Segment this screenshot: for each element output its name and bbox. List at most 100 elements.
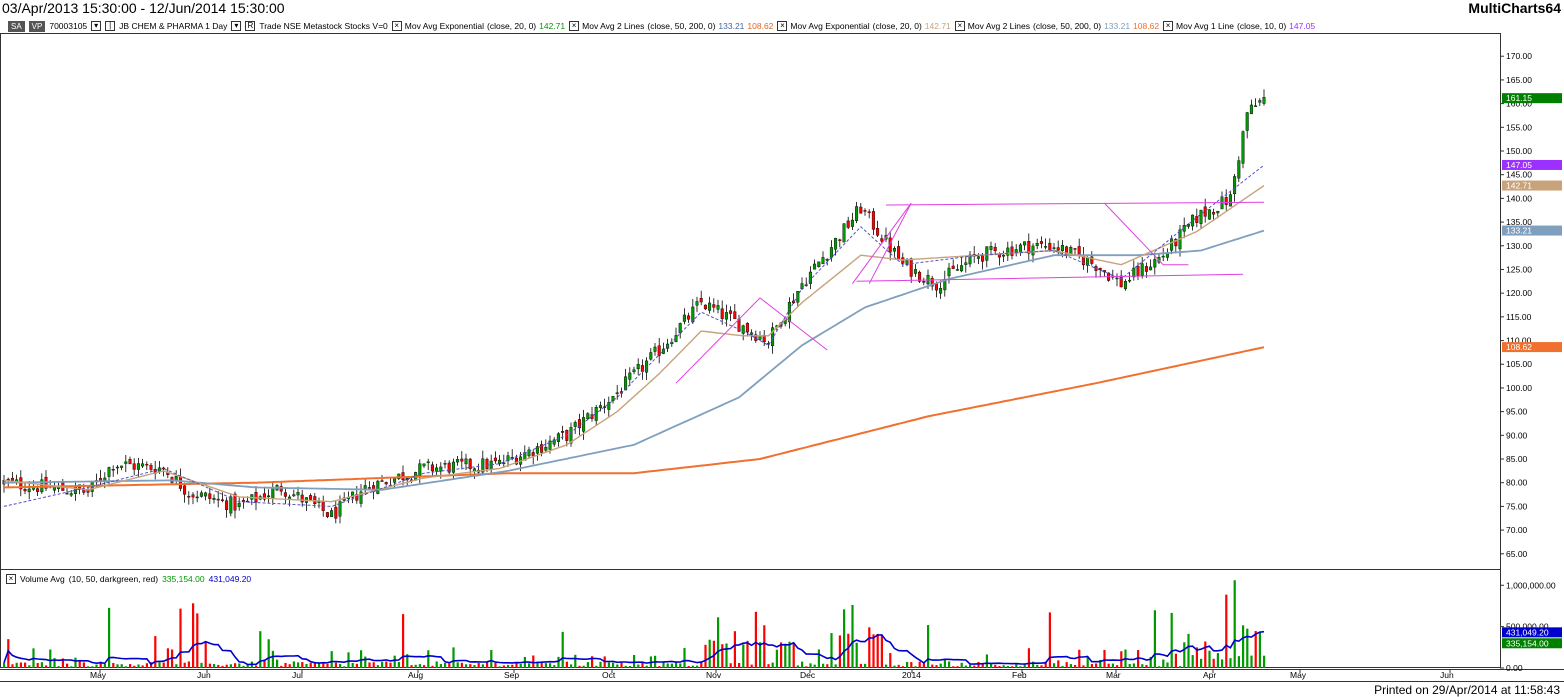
price-tick-label: 170.00 bbox=[1506, 51, 1532, 61]
candle-body bbox=[540, 444, 544, 453]
volume-bar bbox=[347, 652, 350, 668]
volume-bar bbox=[691, 665, 694, 668]
candle-body bbox=[1098, 267, 1102, 270]
volume-bar bbox=[511, 664, 514, 668]
indicator-ema20-b[interactable]: × Mov Avg Exponential (close, 20, 0) 142… bbox=[777, 21, 951, 31]
volume-bar bbox=[66, 663, 69, 668]
volume-bar bbox=[973, 665, 976, 668]
volume-bar bbox=[742, 644, 745, 668]
price-tick-label: 85.00 bbox=[1506, 454, 1528, 464]
close-icon[interactable]: × bbox=[777, 21, 788, 31]
date-range: 03/Apr/2013 15:30:00 - 12/Jun/2014 15:30… bbox=[2, 0, 285, 16]
volume-bar bbox=[40, 662, 43, 668]
price-tick-label: 70.00 bbox=[1506, 525, 1528, 535]
app-name: MultiCharts64 bbox=[1468, 0, 1561, 16]
candle-body bbox=[401, 472, 405, 481]
candle-body bbox=[1170, 238, 1174, 251]
month-label: Dec bbox=[800, 670, 816, 680]
month-label: May bbox=[1290, 670, 1307, 680]
vp-tag[interactable]: VP bbox=[28, 20, 46, 32]
volume-bar bbox=[1195, 647, 1198, 668]
candle-body bbox=[1254, 105, 1258, 108]
volume-bar bbox=[998, 665, 1001, 668]
volume-bar bbox=[242, 665, 245, 668]
close-icon[interactable]: × bbox=[6, 574, 16, 584]
sa-tag[interactable]: SA bbox=[8, 20, 25, 32]
price-tick-label: 75.00 bbox=[1506, 501, 1528, 511]
dropdown-icon[interactable]: ▾ bbox=[91, 21, 102, 31]
volume-bar bbox=[872, 634, 875, 668]
indicator-ma2lines[interactable]: × Mov Avg 2 Lines (close, 50, 200, 0) 13… bbox=[569, 21, 773, 31]
month-label: Sep bbox=[504, 670, 519, 680]
candle-body bbox=[1262, 97, 1266, 104]
candle-body bbox=[628, 372, 632, 380]
candle-body bbox=[493, 457, 497, 462]
volume-bar bbox=[675, 661, 678, 668]
price-marker bbox=[1502, 342, 1562, 353]
close-icon[interactable]: × bbox=[569, 21, 580, 31]
volume-bar bbox=[133, 665, 136, 668]
candle-body bbox=[1199, 209, 1203, 224]
indicator-ma2lines-b[interactable]: × Mov Avg 2 Lines (close, 50, 200, 0) 13… bbox=[954, 21, 1159, 31]
volume-bar bbox=[931, 664, 934, 668]
resolution-icon[interactable]: R bbox=[245, 21, 256, 31]
candle-body bbox=[859, 206, 863, 214]
indicator-ema20[interactable]: × Mov Avg Exponential (close, 20, 0) 142… bbox=[391, 21, 565, 31]
candle-body bbox=[334, 506, 338, 519]
volume-bar bbox=[1103, 649, 1106, 668]
volume-bar bbox=[599, 661, 602, 668]
volume-bar bbox=[1061, 665, 1064, 668]
volume-bar bbox=[1250, 655, 1253, 668]
volume-bar bbox=[754, 611, 757, 668]
volume-bar bbox=[969, 664, 972, 668]
volume-bar bbox=[53, 658, 56, 668]
volume-bar bbox=[700, 661, 703, 668]
volume-bar bbox=[7, 639, 10, 668]
candle-body bbox=[1161, 255, 1165, 258]
volume-bar bbox=[897, 664, 900, 668]
candle-body bbox=[1191, 214, 1195, 227]
volume-bar bbox=[1111, 663, 1114, 668]
volume-bar bbox=[376, 665, 379, 668]
dropdown-icon[interactable]: ▾ bbox=[231, 21, 242, 31]
indicator-ma1line[interactable]: × Mov Avg 1 Line (close, 10, 0) 147.05 bbox=[1163, 21, 1315, 31]
volume-bar bbox=[305, 663, 308, 668]
candle-body bbox=[624, 376, 628, 391]
candle-body bbox=[103, 477, 107, 481]
volume-bar bbox=[255, 665, 258, 668]
volume-bar bbox=[990, 663, 993, 668]
volume-bar bbox=[1011, 666, 1014, 668]
candle-body bbox=[460, 458, 464, 462]
volume-bar bbox=[1069, 664, 1072, 668]
volume-bar bbox=[36, 663, 39, 668]
volume-bar bbox=[721, 644, 724, 668]
volume-bar bbox=[406, 654, 409, 668]
price-tick-label: 80.00 bbox=[1506, 478, 1528, 488]
month-label: Aug bbox=[408, 670, 423, 680]
volume-bar bbox=[284, 662, 287, 668]
candle-body bbox=[825, 258, 829, 261]
close-icon[interactable]: × bbox=[954, 21, 965, 31]
close-icon[interactable]: × bbox=[391, 21, 402, 31]
candle-body bbox=[1023, 241, 1027, 246]
close-icon[interactable]: × bbox=[1163, 21, 1174, 31]
volume-bar bbox=[641, 661, 644, 668]
candle-body bbox=[267, 495, 271, 498]
candle-body bbox=[464, 458, 468, 465]
volume-bar bbox=[481, 664, 484, 668]
volume-bar bbox=[246, 664, 249, 668]
candle-body bbox=[27, 488, 31, 493]
price-tick-label: 105.00 bbox=[1506, 359, 1532, 369]
candle-body bbox=[649, 352, 653, 360]
volume-bar bbox=[339, 663, 342, 668]
volume-bar bbox=[1221, 659, 1224, 668]
instrument-code: 70003105 bbox=[49, 21, 88, 31]
candle-body bbox=[976, 256, 980, 259]
volume-bar bbox=[292, 661, 295, 668]
instrument-icon[interactable]: | bbox=[105, 21, 116, 31]
volume-bar bbox=[1242, 625, 1245, 668]
volume-bar bbox=[1191, 655, 1194, 668]
volume-bar bbox=[187, 661, 190, 668]
candle-body bbox=[636, 364, 640, 370]
